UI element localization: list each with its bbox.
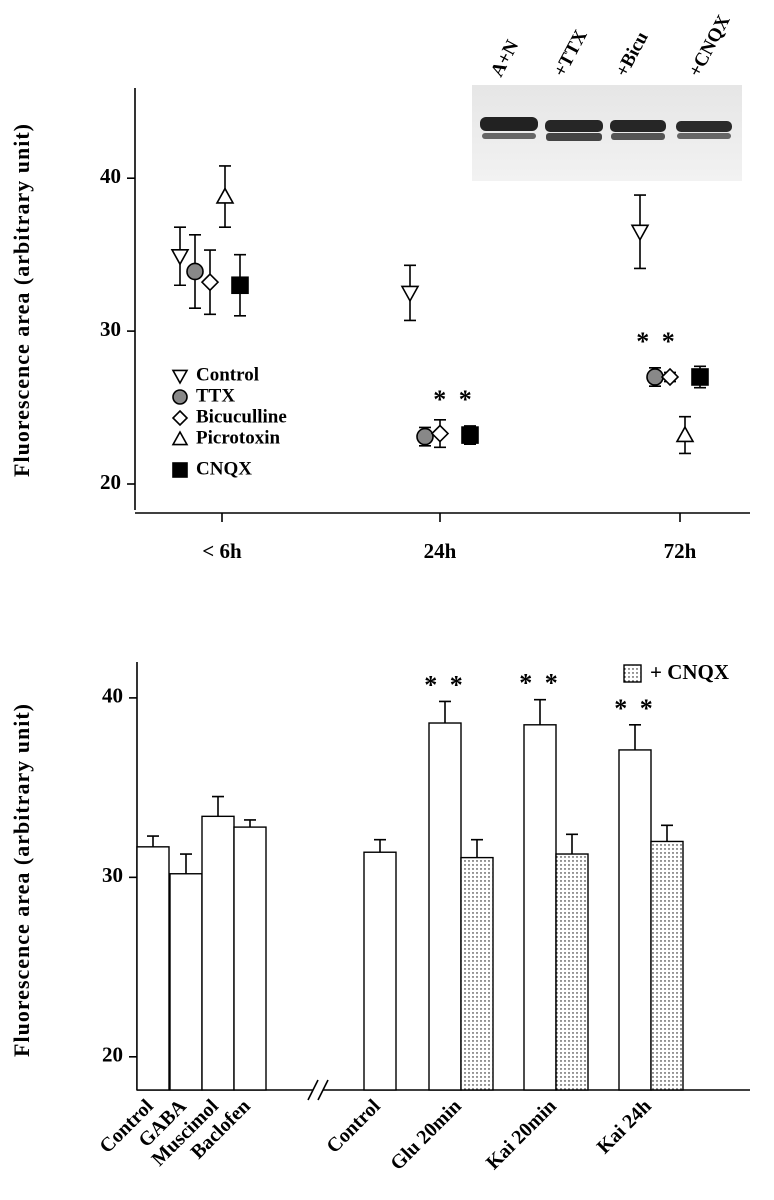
panel-top: Fluorescence area (arbitrary unit) 20 30 4… — [9, 11, 750, 563]
error-bar — [661, 824, 673, 842]
error-bar — [439, 700, 451, 724]
lane-label: +Bicu — [612, 28, 653, 80]
legend-label: CNQX — [196, 458, 252, 479]
error-bar — [471, 838, 483, 858]
error-bar — [180, 853, 192, 874]
error-bar — [629, 724, 641, 750]
legend-label: Picrotoxin — [196, 427, 281, 448]
legend-label: + CNQX — [650, 660, 729, 684]
error-bar — [147, 835, 159, 847]
marker — [660, 367, 680, 387]
bar — [201, 815, 235, 1091]
legend-label: Bicuculline — [196, 406, 287, 427]
significance: * * — [614, 694, 656, 723]
marker — [416, 427, 434, 446]
x-tick-label: 72h — [664, 539, 697, 563]
marker — [461, 426, 479, 444]
marker — [215, 186, 235, 204]
bar — [460, 856, 494, 1091]
legend-swatch — [623, 664, 642, 683]
bar — [363, 851, 397, 1091]
significance: * * — [433, 385, 475, 414]
y-tick-label: 20 — [100, 470, 121, 494]
x-tick-label: 24h — [424, 539, 457, 563]
marker — [646, 368, 664, 386]
y-axis-title: Fluorescence area (arbitrary unit) — [9, 703, 34, 1057]
x-tick-label: Control — [322, 1095, 385, 1158]
legend-label: TTX — [196, 385, 235, 406]
marker — [400, 285, 420, 303]
bar — [523, 724, 557, 1091]
y-axis-title: Fluorescence area (arbitrary unit) — [9, 123, 34, 477]
marker — [171, 369, 189, 385]
marker — [170, 248, 190, 266]
bar — [428, 722, 462, 1091]
marker — [430, 424, 450, 443]
y-tick-label: 40 — [102, 684, 123, 708]
error-bar — [244, 819, 256, 828]
bar — [233, 826, 267, 1091]
significance: * * — [636, 327, 678, 356]
x-tick-label: < 6h — [202, 539, 242, 563]
lane-label: A+N — [487, 36, 524, 80]
marker — [172, 462, 188, 478]
significance: * * — [424, 670, 466, 699]
y-tick-label: 20 — [102, 1043, 123, 1067]
legend-label: Control — [196, 364, 259, 385]
marker — [171, 430, 189, 446]
marker — [171, 409, 189, 427]
y-tick-label: 40 — [100, 164, 121, 188]
bar — [618, 749, 652, 1091]
marker — [675, 425, 695, 443]
marker — [231, 276, 249, 295]
y-tick-label: 30 — [102, 863, 123, 887]
blot-bands — [480, 117, 732, 141]
panel-bottom: Fluorescence area (arbitrary unit) 20 30 4… — [9, 660, 750, 1175]
bar — [650, 840, 684, 1091]
bar — [136, 846, 170, 1091]
bar — [555, 853, 589, 1091]
marker — [691, 368, 709, 386]
error-bar — [374, 838, 386, 853]
marker — [630, 224, 650, 242]
marker — [200, 273, 220, 292]
error-bar — [566, 833, 578, 855]
error-bar — [534, 698, 546, 725]
x-tick-label: Kai 20min — [482, 1095, 561, 1174]
marker — [172, 389, 188, 405]
lane-label: +TTX — [550, 26, 592, 80]
marker — [186, 262, 204, 281]
lane-label: +CNQX — [685, 11, 735, 80]
y-tick-label: 30 — [100, 317, 121, 341]
x-tick-label: Kai 24h — [593, 1095, 656, 1158]
error-bar — [212, 795, 224, 817]
significance: * * — [519, 669, 561, 698]
x-tick-label: Glu 20min — [386, 1095, 466, 1175]
bar — [169, 873, 203, 1091]
